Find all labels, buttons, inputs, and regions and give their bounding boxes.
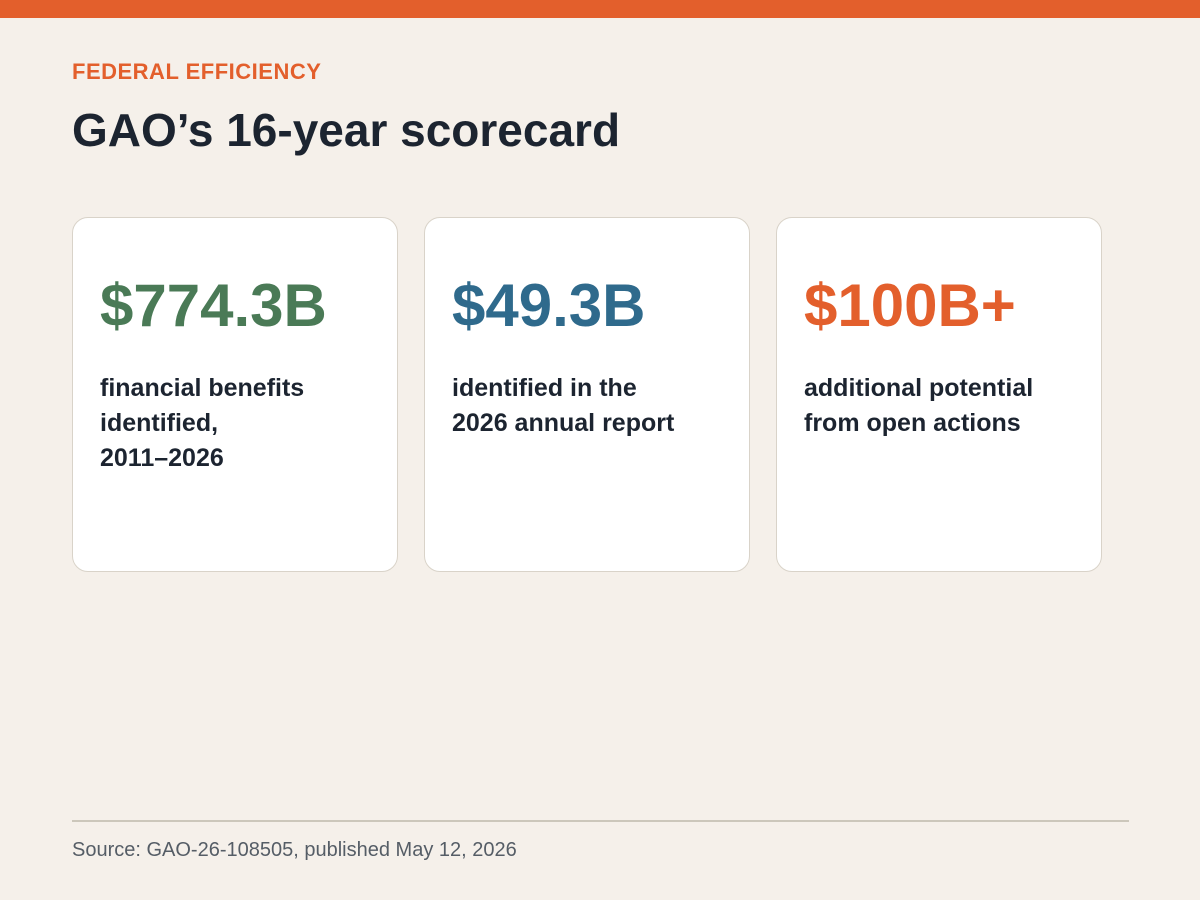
- section-eyebrow: FEDERAL EFFICIENCY: [72, 59, 322, 84]
- stat-card-open-actions: $100B+ additional potential from open ac…: [776, 217, 1102, 572]
- source-note: Source: GAO-26-108505, published May 12,…: [72, 839, 517, 861]
- stat-value: $49.3B: [452, 272, 646, 339]
- page-title: GAO’s 16-year scorecard: [72, 104, 621, 156]
- stat-description: additional potential from open actions: [804, 374, 1034, 437]
- top-accent-bar: [0, 0, 1200, 18]
- stat-card-annual-report: $49.3B identified in the 2026 annual rep…: [424, 217, 750, 572]
- stat-value: $774.3B: [100, 272, 327, 339]
- stat-description: identified in the 2026 annual report: [452, 374, 675, 437]
- stat-value: $100B+: [804, 272, 1016, 339]
- footer-divider: [72, 820, 1129, 822]
- stat-description: financial benefits identified, 2011–2026: [100, 374, 305, 472]
- stat-card-total-benefits: $774.3B financial benefits identified, 2…: [72, 217, 398, 572]
